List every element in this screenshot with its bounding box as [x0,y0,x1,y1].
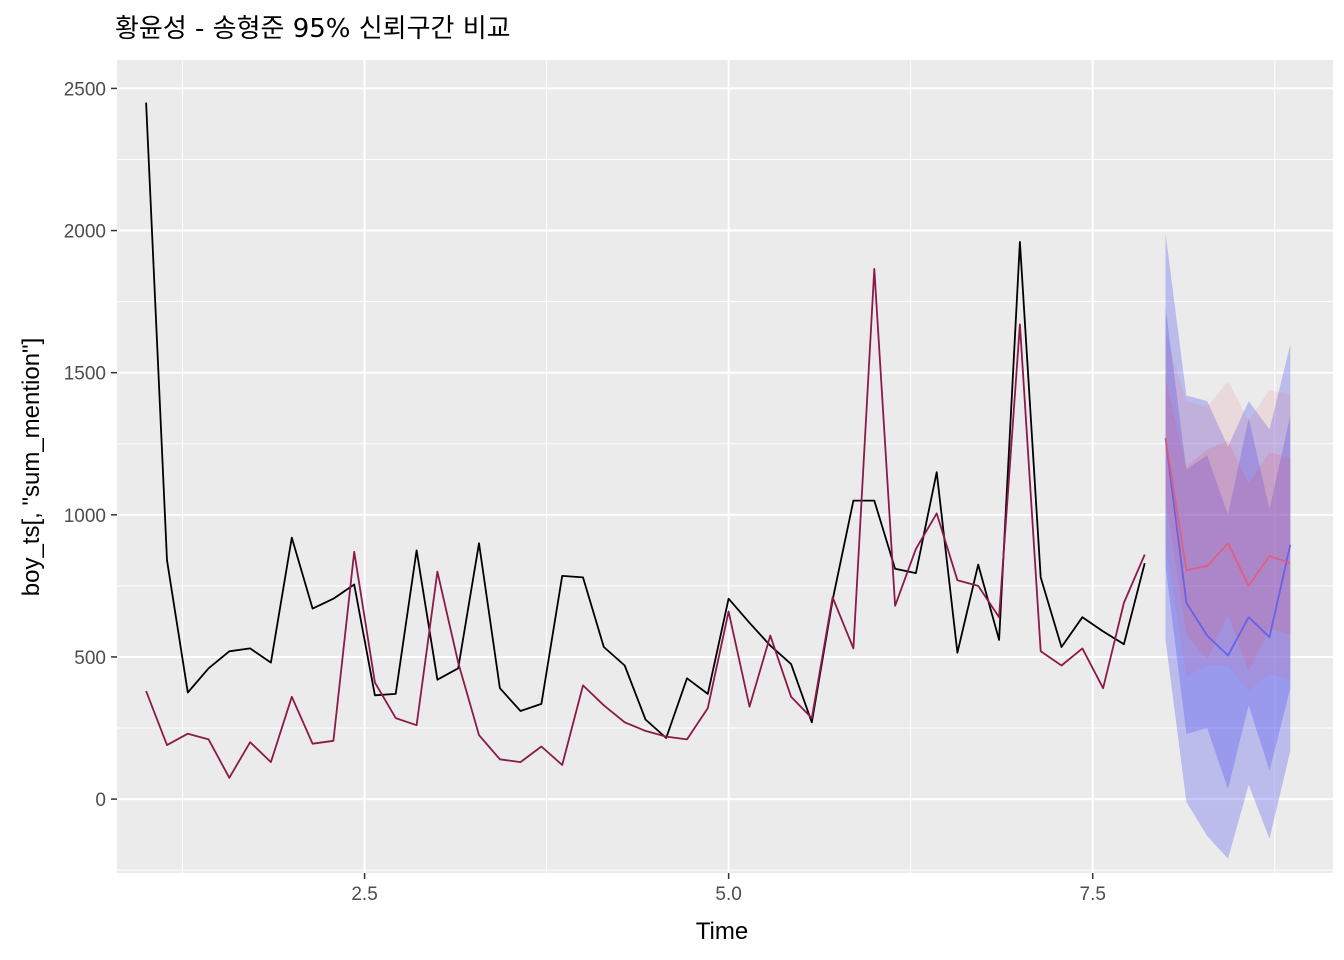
x-axis-title: Time [696,918,748,945]
x-axis-ticks: 2.5 5.0 7.5 [351,873,1106,905]
y-tick-label: 500 [74,648,106,669]
y-tick-label: 1000 [64,506,106,527]
x-tick-label: 2.5 [351,884,377,905]
series-line-2 [145,267,1146,779]
forecast-mean-line-1 [1164,437,1292,657]
forecast-95-band [1165,332,1291,692]
y-tick-label: 0 [95,790,106,811]
forecast-mean-line-2 [1164,437,1291,587]
chart-title: 황윤성 - 송형준 95% 신뢰구간 비교 [115,14,511,44]
x-tick-label: 5.0 [715,884,741,905]
forecast-80-band [1165,378,1291,672]
y-tick-label: 1500 [64,364,106,385]
y-tick-label: 2000 [64,222,106,243]
y-tick-label: 2500 [64,79,106,100]
y-axis-title: boy_ts[, "sum_mention"] [18,338,45,597]
x-tick-label: 7.5 [1080,884,1106,905]
forecast-95-band [1165,233,1291,859]
y-axis-ticks: 0 500 1000 1500 2000 2500 [64,79,117,811]
plot-panel [117,60,1333,873]
series-line-1 [145,102,1146,739]
forecast-80-band [1165,307,1291,790]
confidence-bands [1165,233,1291,859]
series-lines [145,102,1292,779]
gridlines [117,60,1333,873]
